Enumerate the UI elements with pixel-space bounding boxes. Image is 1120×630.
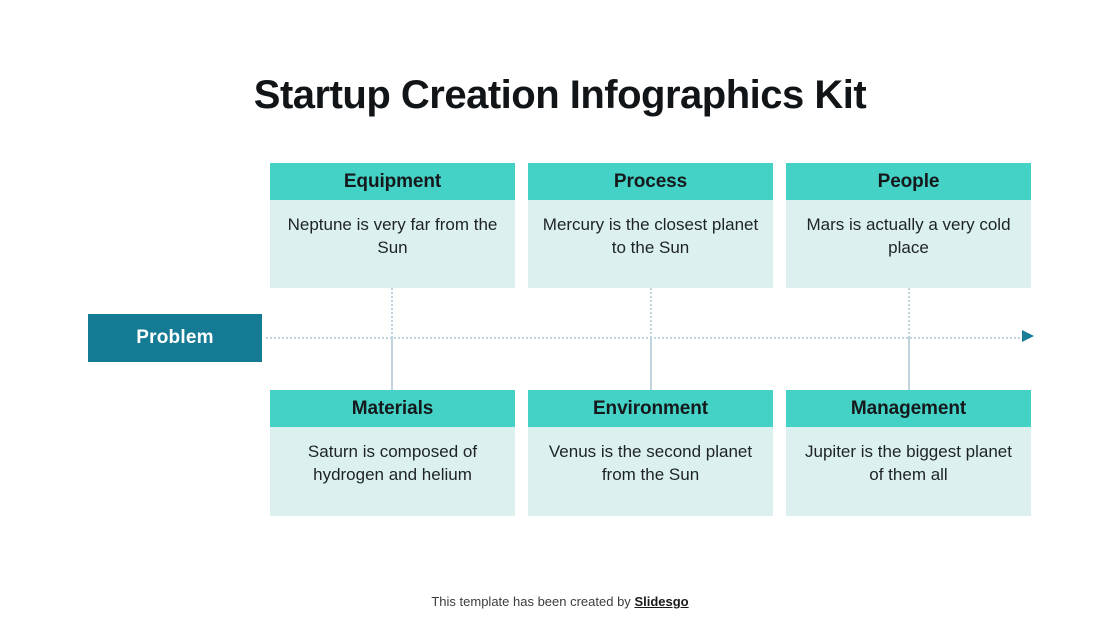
card-description: Venus is the second planet from the Sun — [548, 442, 753, 484]
card-title: Environment — [528, 390, 773, 427]
card-description: Mars is actually a very cold place — [806, 215, 1011, 257]
card-description: Neptune is very far from the Sun — [287, 215, 498, 257]
footer-text: This template has been created by — [431, 594, 631, 609]
vertical-connector-bottom-1 — [391, 338, 393, 440]
card-title: Equipment — [270, 163, 515, 200]
card-title: Materials — [270, 390, 515, 427]
card-description: Jupiter is the biggest planet of them al… — [805, 442, 1012, 484]
slidesgo-link[interactable]: Slidesgo — [634, 594, 689, 609]
horizontal-connector-line — [266, 337, 1028, 339]
card-environment[interactable]: Environment Venus is the second planet f… — [528, 390, 773, 516]
card-materials[interactable]: Materials Saturn is composed of hydrogen… — [270, 390, 515, 516]
card-title: Process — [528, 163, 773, 200]
arrow-head-icon — [1022, 330, 1034, 342]
card-process[interactable]: Process Mercury is the closest planet to… — [528, 163, 773, 288]
problem-box[interactable]: Problem — [88, 314, 262, 362]
vertical-connector-bottom-2 — [650, 338, 652, 440]
card-management[interactable]: Management Jupiter is the biggest planet… — [786, 390, 1031, 516]
card-title: People — [786, 163, 1031, 200]
card-description: Saturn is composed of hydrogen and heliu… — [307, 442, 478, 484]
page-title: Startup Creation Infographics Kit — [253, 73, 867, 117]
card-people[interactable]: People Mars is actually a very cold plac… — [786, 163, 1031, 288]
card-equipment[interactable]: Equipment Neptune is very far from the S… — [270, 163, 515, 288]
problem-label: Problem — [136, 327, 214, 348]
vertical-connector-bottom-3 — [908, 338, 910, 440]
card-description: Mercury is the closest planet to the Sun — [542, 215, 759, 257]
card-title: Management — [786, 390, 1031, 427]
footer: This template has been created by Slides… — [0, 594, 1120, 609]
